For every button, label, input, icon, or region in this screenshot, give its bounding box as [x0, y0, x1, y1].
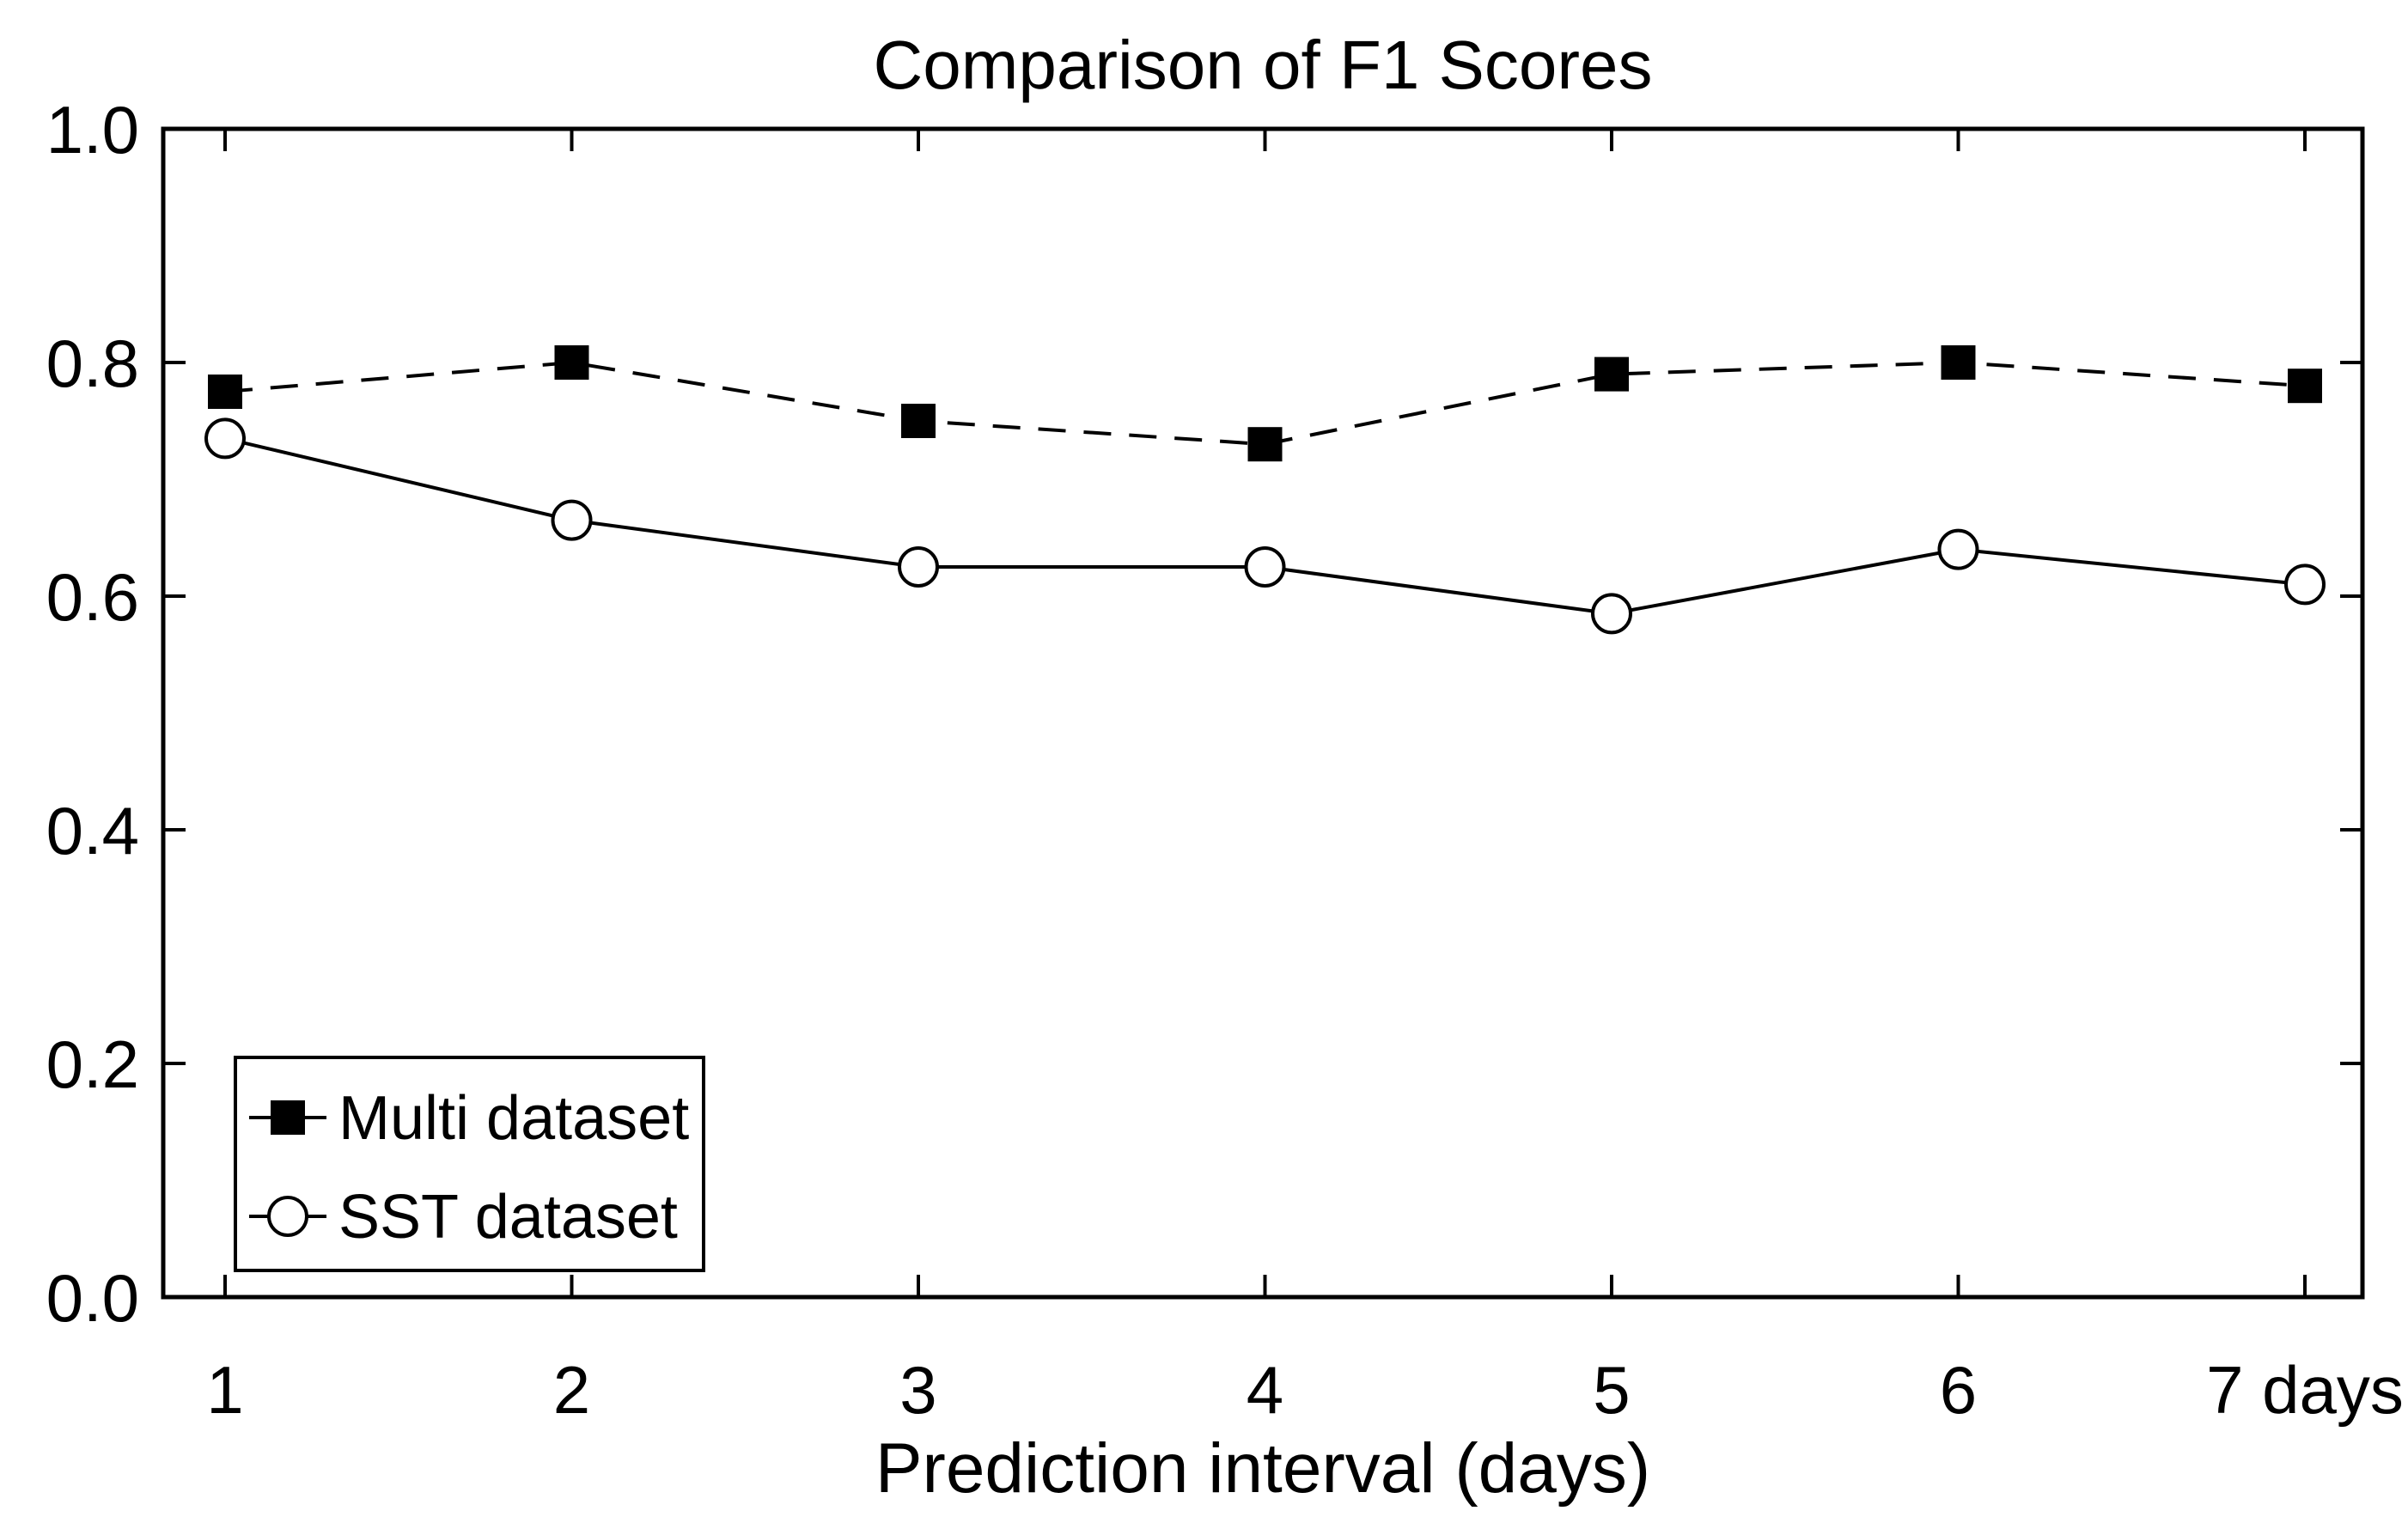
y-tick-label: 1.0	[46, 92, 139, 168]
x-tick-label: 3	[899, 1352, 936, 1428]
y-tick-label: 0.8	[46, 326, 139, 401]
x-axis-label: Prediction interval (days)	[875, 1429, 1650, 1508]
sst-dataset-marker-circle	[1244, 546, 1286, 588]
multi-dataset-marker-square	[1247, 427, 1283, 462]
legend-item-multi-dataset: Multi dataset	[249, 1084, 689, 1153]
plot-area	[161, 126, 2365, 1300]
legend-box	[234, 1056, 705, 1272]
legend-item-sst-dataset: SST dataset	[249, 1183, 678, 1252]
sst-dataset-marker-circle	[1937, 528, 1979, 570]
legend-marker-circle	[267, 1196, 308, 1237]
x-tick-label: 5	[1593, 1352, 1630, 1428]
data-series-layer	[204, 345, 2326, 635]
y-tick-label: 0.6	[46, 559, 139, 635]
legend-marker-square	[271, 1100, 305, 1135]
sst-dataset-marker-circle	[551, 499, 593, 541]
multi-dataset-marker-square	[2288, 369, 2322, 404]
sst-dataset-marker-circle	[898, 546, 939, 588]
legend-label: Multi dataset	[338, 1084, 689, 1153]
multi-dataset-marker-square	[208, 375, 242, 409]
x-axis-tick-labels: 1 2 3 4 5 6 7 days	[206, 1352, 2404, 1428]
multi-dataset-marker-square	[901, 404, 936, 438]
x-tick-label: 2	[553, 1352, 590, 1428]
y-tick-label: 0.4	[46, 793, 139, 868]
multi-dataset-marker-square	[1594, 356, 1629, 392]
multi-dataset-marker-square	[1941, 345, 1976, 380]
x-tick-label: 7 days	[2206, 1352, 2404, 1428]
x-tick-label: 1	[206, 1352, 243, 1428]
legend: Multi dataset SST dataset	[234, 1056, 705, 1272]
y-tick-label: 0.2	[46, 1027, 139, 1102]
x-tick-label: 6	[1940, 1352, 1977, 1428]
multi-dataset-marker-square	[554, 345, 589, 380]
axis-ticks	[163, 127, 2362, 1299]
chart-title: Comparison of F1 Scores	[873, 27, 1652, 103]
y-tick-label: 0.0	[46, 1260, 139, 1336]
sst-dataset-marker-circle	[204, 417, 246, 460]
sst-dataset-marker-circle	[2284, 564, 2326, 606]
y-axis-tick-labels: 0.0 0.2 0.4 0.6 0.8 1.0	[46, 92, 139, 1336]
sst-dataset-marker-circle	[1591, 593, 1632, 635]
legend-label: SST dataset	[338, 1183, 678, 1252]
x-tick-label: 4	[1247, 1352, 1283, 1428]
